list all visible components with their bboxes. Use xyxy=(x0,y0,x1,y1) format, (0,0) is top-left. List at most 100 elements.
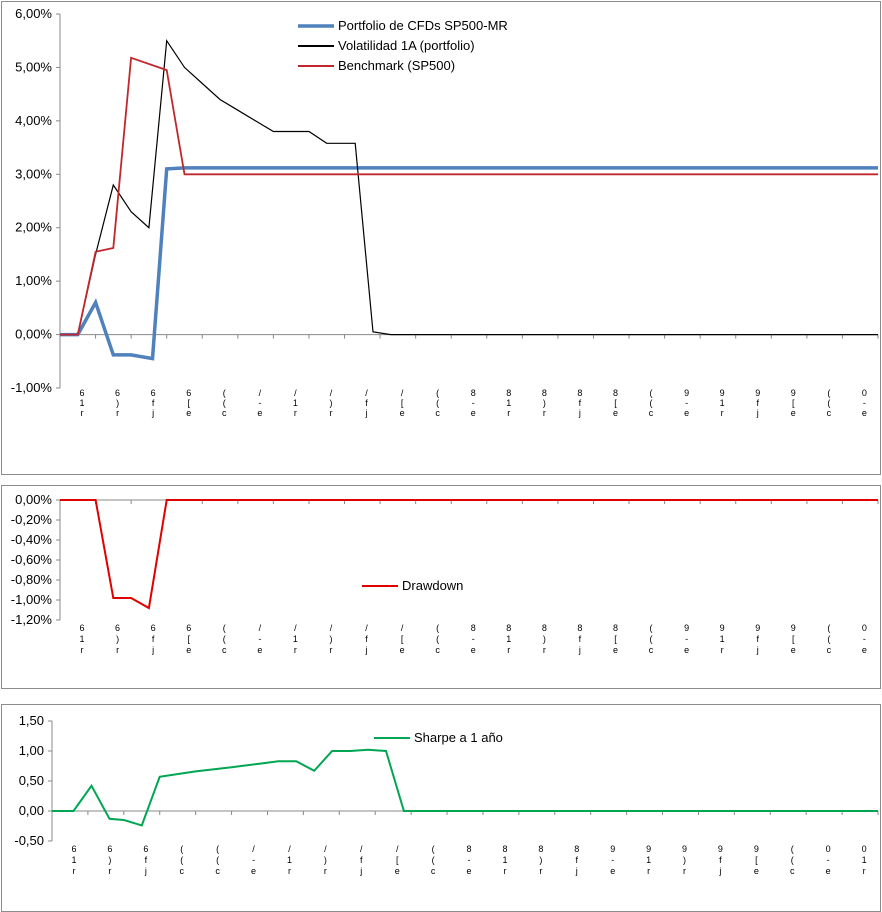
x-tick-char: / xyxy=(294,623,297,633)
x-tick-char: 1 xyxy=(287,855,292,865)
y-tick-label: -1,20% xyxy=(11,612,53,627)
x-tick-char: f xyxy=(360,855,363,865)
x-tick-label: 6)r xyxy=(115,388,120,418)
x-tick-char: ( xyxy=(650,634,653,644)
x-tick-char: e xyxy=(862,645,867,655)
x-tick-char: [ xyxy=(396,855,399,865)
x-tick-char: ) xyxy=(683,855,686,865)
x-tick-char: r xyxy=(507,408,510,418)
x-tick-char: c xyxy=(431,866,436,876)
x-tick-char: e xyxy=(251,866,256,876)
x-tick-char: 6 xyxy=(71,844,76,854)
x-tick-label: 9-e xyxy=(610,844,615,876)
x-tick-char: c xyxy=(222,408,227,418)
x-tick-char: r xyxy=(329,408,332,418)
x-tick-char: / xyxy=(288,844,291,854)
x-tick-char: r xyxy=(81,408,84,418)
legend-label: Drawdown xyxy=(402,578,463,593)
x-tick-char: 1 xyxy=(502,855,507,865)
x-tick-char: j xyxy=(578,645,581,655)
x-tick-char: r xyxy=(683,866,686,876)
x-tick-label: 9-e xyxy=(684,623,689,655)
series-line xyxy=(77,38,878,336)
x-tick-label: 01r xyxy=(862,844,867,876)
x-tick-char: r xyxy=(647,866,650,876)
x-tick-label: 0-e xyxy=(862,623,867,655)
x-tick-char: 8 xyxy=(502,844,507,854)
x-tick-char: r xyxy=(116,408,119,418)
x-tick-char: 8 xyxy=(471,623,476,633)
x-tick-char: 9 xyxy=(754,844,759,854)
x-tick-label: ((c xyxy=(649,388,654,418)
x-tick-char: 6 xyxy=(79,388,84,398)
x-tick-char: j xyxy=(756,408,759,418)
x-tick-label: ((c xyxy=(222,623,227,655)
x-tick-char: c xyxy=(435,645,440,655)
x-tick-char: ( xyxy=(432,855,435,865)
x-tick-char: [ xyxy=(792,398,795,408)
x-tick-char: 8 xyxy=(613,388,618,398)
x-tick-char: ( xyxy=(223,634,226,644)
x-tick-char: / xyxy=(360,844,363,854)
x-tick-char: ( xyxy=(216,844,219,854)
x-tick-char: 9 xyxy=(646,844,651,854)
x-tick-char: e xyxy=(467,866,472,876)
x-tick-char: e xyxy=(400,645,405,655)
legend-label: Sharpe a 1 año xyxy=(414,730,503,745)
x-tick-char: f xyxy=(579,398,582,408)
x-tick-char: ) xyxy=(324,855,327,865)
x-tick-char: f xyxy=(152,398,155,408)
x-tick-label: 8-e xyxy=(471,388,476,418)
x-tick-char: c xyxy=(827,645,832,655)
x-tick-char: r xyxy=(721,408,724,418)
x-tick-char: j xyxy=(578,408,581,418)
x-tick-char: ( xyxy=(432,844,435,854)
x-tick-label: 8[e xyxy=(613,623,618,655)
x-tick-char: / xyxy=(324,844,327,854)
x-tick-char: 1 xyxy=(862,855,867,865)
x-tick-char: e xyxy=(186,645,191,655)
x-tick-char: r xyxy=(324,866,327,876)
x-tick-char: e xyxy=(471,645,476,655)
x-tick-char: 8 xyxy=(538,844,543,854)
x-tick-char: j xyxy=(575,866,578,876)
x-tick-char: [ xyxy=(755,855,758,865)
x-tick-char: 6 xyxy=(107,844,112,854)
x-tick-char: ( xyxy=(436,388,439,398)
x-tick-label: 91r xyxy=(720,623,725,655)
y-tick-label: 0,00% xyxy=(15,492,52,507)
x-tick-label: /fj xyxy=(365,388,369,418)
x-tick-char: j xyxy=(151,645,154,655)
x-tick-char: r xyxy=(721,645,724,655)
x-tick-char: r xyxy=(116,645,119,655)
x-tick-char: e xyxy=(257,645,262,655)
x-tick-label: 6fj xyxy=(143,844,148,876)
x-tick-char: 6 xyxy=(115,388,120,398)
x-tick-char: r xyxy=(503,866,506,876)
x-tick-label: 8fj xyxy=(577,623,582,655)
x-tick-char: ( xyxy=(650,398,653,408)
x-tick-char: ) xyxy=(543,634,546,644)
x-tick-label: 6)r xyxy=(107,844,112,876)
x-tick-char: j xyxy=(718,866,721,876)
x-tick-label: 81r xyxy=(506,388,511,418)
x-tick-char: 0 xyxy=(862,388,867,398)
x-tick-label: 8-e xyxy=(467,844,472,876)
x-tick-char: 9 xyxy=(684,623,689,633)
x-tick-label: 6fj xyxy=(151,388,156,418)
x-tick-char: [ xyxy=(792,634,795,644)
x-tick-label: 9fj xyxy=(755,623,760,655)
x-tick-char: j xyxy=(359,866,362,876)
legend-label: Volatilidad 1A (portfolio) xyxy=(338,38,475,53)
y-tick-label: 6,00% xyxy=(15,6,52,21)
x-tick-char: j xyxy=(365,645,368,655)
x-tick-label: 61r xyxy=(79,623,84,655)
x-tick-label: 81r xyxy=(502,844,507,876)
x-tick-char: 1 xyxy=(293,634,298,644)
legend-label: Portfolio de CFDs SP500-MR xyxy=(338,18,508,33)
x-tick-char: e xyxy=(471,408,476,418)
x-tick-label: ((c xyxy=(827,388,832,418)
x-tick-char: e xyxy=(400,408,405,418)
x-tick-char: r xyxy=(294,408,297,418)
x-tick-char: e xyxy=(791,408,796,418)
